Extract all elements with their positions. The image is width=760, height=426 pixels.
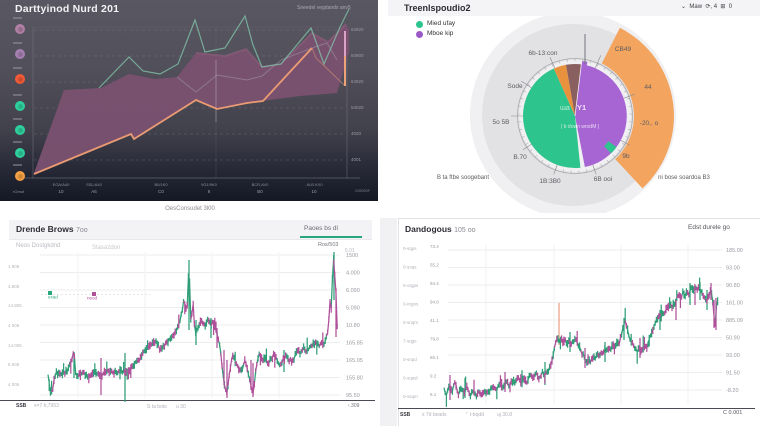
svg-text:Sode: Sode bbox=[507, 83, 523, 90]
svg-text:885.09: 885.09 bbox=[726, 318, 743, 324]
svg-text:5.090: 5.090 bbox=[346, 306, 360, 312]
svg-text:4.000: 4.000 bbox=[346, 271, 360, 277]
svg-text:6B ooi: 6B ooi bbox=[594, 176, 612, 183]
svg-text:6.1: 6.1 bbox=[430, 392, 437, 397]
svg-text:-20,. o: -20,. o bbox=[640, 120, 659, 127]
svg-text:5.005: 5.005 bbox=[8, 362, 20, 367]
svg-text:14.805: 14.805 bbox=[8, 303, 22, 308]
svg-text:7-sqgs: 7-sqgs bbox=[403, 339, 417, 344]
svg-text:‹ 309: ‹ 309 bbox=[348, 403, 360, 409]
svg-text:ɯa: ɯa bbox=[560, 105, 570, 112]
svg-text:x=7 b,7953: x=7 b,7953 bbox=[34, 403, 59, 409]
svg-text:185.00: 185.00 bbox=[726, 248, 743, 254]
svg-text:0-snqm: 0-snqm bbox=[403, 320, 418, 325]
svg-text:6.090: 6.090 bbox=[346, 288, 360, 294]
svg-text:94.4: 94.4 bbox=[430, 281, 439, 286]
svg-text:93.00: 93.00 bbox=[726, 353, 740, 359]
svg-text:0-soqs: 0-soqs bbox=[403, 265, 417, 270]
svg-text:9.2: 9.2 bbox=[430, 374, 437, 379]
svg-text:0-sqasl: 0-sqasl bbox=[403, 376, 418, 381]
svg-text:( b down wrodM ): ( b down wrodM ) bbox=[561, 124, 600, 130]
svg-text:65.1: 65.1 bbox=[430, 355, 439, 360]
svg-text:4.805: 4.805 bbox=[8, 284, 20, 289]
svg-text:CB49: CB49 bbox=[615, 46, 632, 53]
svg-text:41.1: 41.1 bbox=[430, 318, 439, 323]
svg-text:155.80: 155.80 bbox=[346, 376, 363, 382]
svg-text:exad: exad bbox=[48, 295, 58, 300]
svg-text:1B:3B0: 1B:3B0 bbox=[539, 178, 561, 185]
svg-text:5o 5B: 5o 5B bbox=[493, 119, 510, 126]
svg-text:S ta bots: S ta bots bbox=[147, 404, 167, 410]
svg-text:B.70: B.70 bbox=[513, 154, 527, 161]
svg-text:x 7d beads: x 7d beads bbox=[422, 412, 447, 418]
svg-text:73.4: 73.4 bbox=[430, 244, 439, 249]
svg-text:50.90: 50.90 bbox=[726, 336, 740, 342]
svg-text:79.8: 79.8 bbox=[430, 337, 439, 342]
svg-text:1500: 1500 bbox=[346, 253, 358, 259]
svg-text:9b: 9b bbox=[622, 153, 630, 160]
svg-text:44: 44 bbox=[644, 84, 652, 91]
svg-text:u 30: u 30 bbox=[176, 404, 186, 410]
svg-text:94.8: 94.8 bbox=[430, 300, 439, 305]
svg-text:0-ssqm: 0-ssqm bbox=[403, 394, 418, 399]
svg-text:C 0.001: C 0.001 bbox=[723, 410, 742, 416]
svg-text:165.85: 165.85 bbox=[346, 341, 363, 347]
svg-text:6b-13:con: 6b-13:con bbox=[529, 50, 558, 57]
svg-text:uj 30.8: uj 30.8 bbox=[497, 412, 512, 418]
svg-text:91.50: 91.50 bbox=[726, 371, 740, 377]
svg-text:0-orgps: 0-orgps bbox=[403, 283, 419, 288]
svg-text:4.005: 4.005 bbox=[8, 382, 20, 387]
svg-text:161.00: 161.00 bbox=[726, 301, 743, 307]
svg-text:93.00: 93.00 bbox=[726, 266, 740, 272]
svg-text:14.005: 14.005 bbox=[8, 343, 22, 348]
svg-text:1.905: 1.905 bbox=[8, 264, 20, 269]
svg-text:Y1: Y1 bbox=[577, 103, 586, 112]
svg-text:ni bose soardoa B3: ni bose soardoa B3 bbox=[658, 175, 710, 181]
svg-text:55.2: 55.2 bbox=[430, 263, 439, 268]
svg-text:B ta ftbe soogebant: B ta ftbe soogebant bbox=[437, 175, 489, 181]
svg-text:neod: neod bbox=[87, 296, 98, 301]
svg-text:0-sqps: 0-sqps bbox=[403, 246, 417, 251]
svg-text:-8.20: -8.20 bbox=[726, 388, 739, 394]
svg-text:90.80: 90.80 bbox=[726, 283, 740, 289]
svg-text:0-nrgos: 0-nrgos bbox=[403, 302, 419, 307]
svg-text:4.005: 4.005 bbox=[8, 323, 20, 328]
svg-text:⌜ t-bqdd: ⌜ t-bqdd bbox=[466, 412, 484, 418]
svg-text:165.05: 165.05 bbox=[346, 358, 363, 364]
svg-text:95.50: 95.50 bbox=[346, 393, 360, 399]
svg-text:0-snpd: 0-snpd bbox=[403, 357, 417, 362]
svg-text:SSB: SSB bbox=[16, 403, 27, 409]
svg-text:SSB: SSB bbox=[400, 412, 411, 418]
svg-text:10.80: 10.80 bbox=[346, 323, 360, 329]
